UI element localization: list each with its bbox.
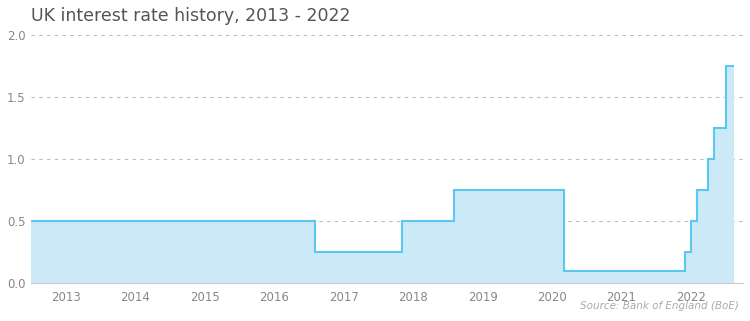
Text: Source: Bank of England (BoE): Source: Bank of England (BoE): [580, 301, 739, 311]
Text: UK interest rate history, 2013 - 2022: UK interest rate history, 2013 - 2022: [32, 7, 350, 25]
